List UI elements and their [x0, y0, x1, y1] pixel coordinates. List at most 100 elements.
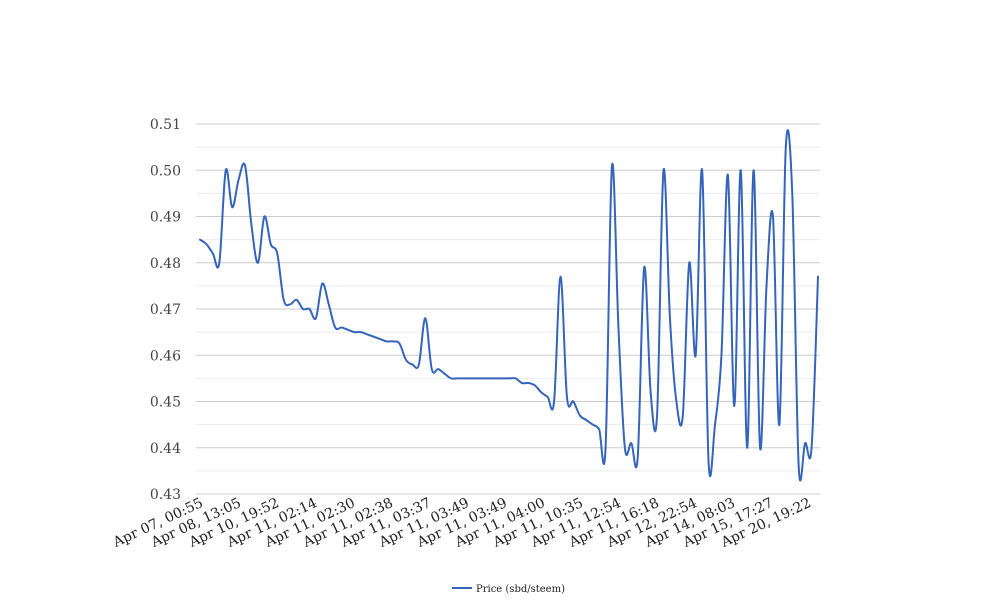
data-point [733, 405, 735, 407]
data-point [560, 276, 562, 278]
data-point [592, 424, 594, 426]
data-point [579, 414, 581, 416]
data-point [251, 225, 253, 227]
data-point [347, 329, 349, 331]
data-point [811, 447, 813, 449]
y-tick-label: 0.49 [150, 210, 181, 226]
data-point [785, 146, 787, 148]
data-point [624, 447, 626, 449]
y-tick-label: 0.51 [150, 117, 181, 133]
data-point [804, 442, 806, 444]
data-point [315, 317, 317, 319]
data-point [482, 377, 484, 379]
data-point [547, 396, 549, 398]
data-point [431, 368, 433, 370]
legend-label-price: Price (sbd/steem) [476, 584, 565, 595]
data-point [469, 377, 471, 379]
data-point [688, 262, 690, 264]
data-point [669, 317, 671, 319]
data-point [341, 327, 343, 329]
data-point [675, 401, 677, 403]
y-tick-label: 0.47 [150, 302, 181, 318]
series-line-price [199, 129, 819, 482]
data-point [212, 253, 214, 255]
data-point [270, 243, 272, 245]
data-point [308, 308, 310, 310]
legend[interactable]: Price (sbd/steem) [452, 584, 565, 595]
data-point [663, 169, 665, 171]
data-point [566, 396, 568, 398]
data-point [720, 354, 722, 356]
data-point [753, 169, 755, 171]
data-point [263, 216, 265, 218]
data-point [682, 414, 684, 416]
y-axis-ticks: 0.43 0.44 0.45 0.46 0.47 0.48 0.49 0.50 0.51 [150, 117, 181, 503]
data-point [746, 447, 748, 449]
data-point [411, 364, 413, 366]
data-point [373, 336, 375, 338]
y-tick-label: 0.44 [150, 441, 181, 457]
y-tick-label: 0.50 [150, 163, 181, 179]
data-point [276, 253, 278, 255]
data-point [257, 262, 259, 264]
data-point [296, 299, 298, 301]
data-point [701, 169, 703, 171]
data-point [225, 169, 227, 171]
data-point [617, 327, 619, 329]
data-point [766, 285, 768, 287]
data-point [502, 377, 504, 379]
data-point [527, 382, 529, 384]
data-point [540, 391, 542, 393]
data-point [553, 401, 555, 403]
data-point [379, 338, 381, 340]
y-tick-label: 0.46 [150, 348, 181, 364]
data-point [386, 340, 388, 342]
data-point [708, 461, 710, 463]
data-point [489, 377, 491, 379]
data-point [817, 276, 819, 278]
data-point [218, 262, 220, 264]
data-point [328, 303, 330, 305]
data-point [399, 343, 401, 345]
data-point [457, 377, 459, 379]
data-point [514, 377, 516, 379]
data-point [437, 368, 439, 370]
data-point [354, 331, 356, 333]
data-point [444, 373, 446, 375]
data-point [643, 266, 645, 268]
series-layer [199, 129, 819, 482]
y-tick-label: 0.48 [150, 256, 181, 272]
data-point [405, 359, 407, 361]
data-point [714, 424, 716, 426]
data-point [650, 391, 652, 393]
y-tick-label: 0.43 [150, 487, 181, 503]
data-point [205, 243, 207, 245]
data-point [611, 165, 613, 167]
data-point [656, 414, 658, 416]
data-point [283, 299, 285, 301]
data-point [759, 447, 761, 449]
data-point [778, 424, 780, 426]
data-point [740, 169, 742, 171]
data-point [199, 239, 201, 241]
data-point [231, 206, 233, 208]
data-point [366, 333, 368, 335]
data-point [727, 174, 729, 176]
data-point [521, 382, 523, 384]
data-point [572, 401, 574, 403]
data-point [463, 377, 465, 379]
data-point [695, 354, 697, 356]
data-point [791, 192, 793, 194]
data-point [534, 384, 536, 386]
data-point [334, 327, 336, 329]
data-point [508, 377, 510, 379]
data-point [637, 456, 639, 458]
data-point [244, 165, 246, 167]
data-point [302, 308, 304, 310]
data-point [476, 377, 478, 379]
data-point [598, 428, 600, 430]
data-point [360, 331, 362, 333]
data-point [238, 179, 240, 181]
